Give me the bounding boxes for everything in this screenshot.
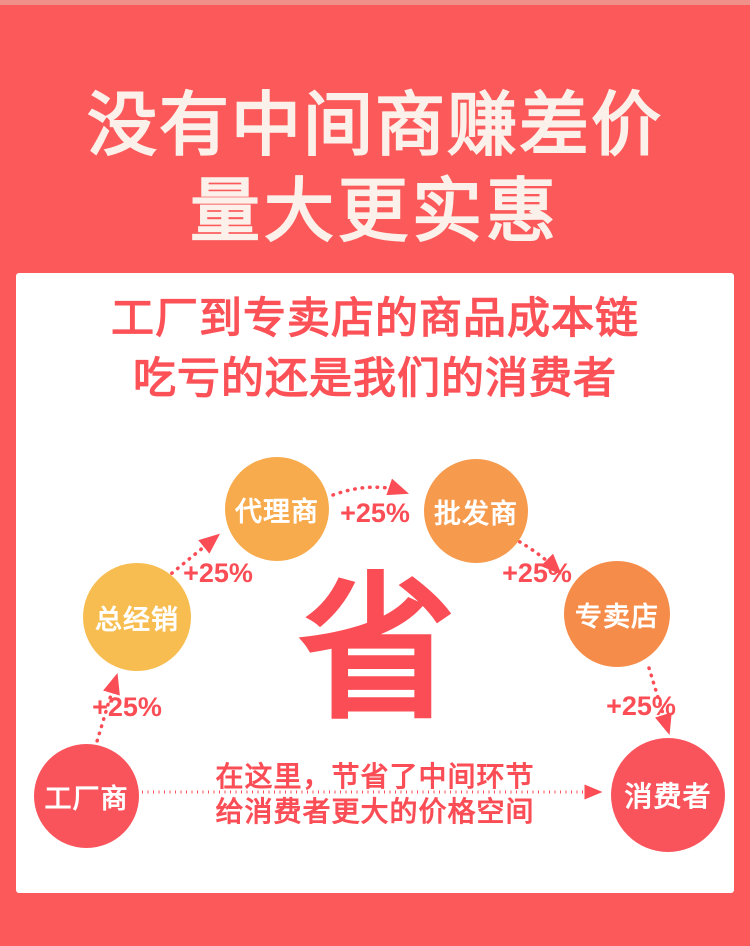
panel-title-line1: 工厂到专卖店的商品成本链	[111, 295, 639, 343]
increment-label-3: +25%	[340, 498, 410, 528]
savings-note: 在这里，节省了中间环节 给消费者更大的价格空间	[0, 762, 750, 827]
node-consumer-label: 消费者	[624, 781, 712, 812]
savings-note-line2: 给消费者更大的价格空间	[215, 796, 535, 827]
node-agent-label: 代理商	[235, 496, 319, 527]
savings-note-line1: 在这里，节省了中间环节	[215, 761, 535, 792]
panel-title-line2: 吃亏的还是我们的消费者	[133, 355, 617, 403]
save-character: 省	[298, 562, 456, 738]
increment-label-2: +25%	[183, 558, 253, 588]
increment-label-4: +25%	[502, 558, 572, 588]
top-strip	[0, 0, 750, 5]
node-agent: 代理商	[225, 457, 329, 561]
node-wholesaler: 批发商	[424, 459, 528, 563]
node-consumer: 消费者	[611, 738, 725, 852]
node-general-distributor-label: 总经销	[95, 604, 179, 635]
node-factory-label: 工厂商	[44, 783, 129, 814]
headline-line2: 量大更实惠	[190, 172, 560, 250]
node-wholesaler-label: 批发商	[434, 498, 518, 529]
main-headline: 没有中间商赚差价 量大更实惠	[0, 88, 750, 248]
node-general-distributor: 总经销	[83, 563, 191, 671]
node-specialty-store: 专卖店	[564, 561, 670, 667]
increment-label-5: +25%	[606, 691, 676, 721]
node-factory: 工厂商	[34, 744, 139, 848]
panel-title: 工厂到专卖店的商品成本链 吃亏的还是我们的消费者	[0, 293, 750, 405]
node-specialty-store-label: 专卖店	[575, 601, 659, 632]
headline-line1: 没有中间商赚差价	[87, 86, 663, 164]
increment-label-1: +25%	[92, 692, 162, 722]
